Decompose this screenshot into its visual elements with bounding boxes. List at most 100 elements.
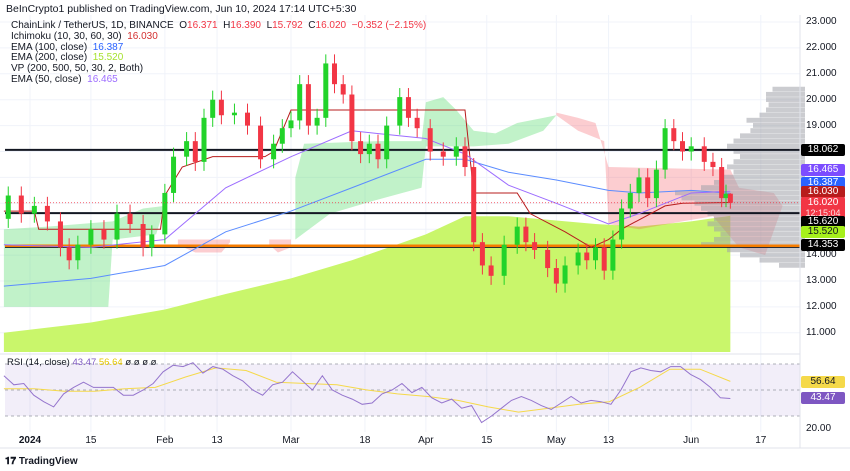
ema100-line [3,158,731,287]
candle-body [479,242,485,266]
symbol-name: ChainLink / TetherUS, 1D, BINANCE [11,20,174,31]
vp-legend[interactable]: VP (200, 500, 50, 30, 2, Both) [11,63,426,75]
volume-profile-bar [733,169,805,175]
candle-body [523,226,529,243]
published-header: BeInCrypto1 published on TradingView.com… [6,3,357,15]
high-value: 16.390 [230,20,261,31]
volume-profile-bar [740,133,805,139]
time-label: Mar [282,435,300,446]
time-label: 18 [359,435,371,446]
time-label: 15 [481,435,493,446]
price-tick: 13.000 [806,275,837,286]
candle-body [88,229,94,245]
volume-profile-bar [779,262,805,268]
candle-body [671,128,677,142]
price-tick: 12.000 [806,300,837,312]
volume-profile-bar [675,190,805,196]
candle-body [184,141,190,157]
ichimoku-value: 16.030 [127,30,158,42]
candle-body [314,117,320,126]
price-tick: 20.000 [806,93,837,105]
candle-body [719,167,725,199]
ema50-legend[interactable]: EMA (50, close) 16.465 [11,73,426,86]
volume-profile-bar [768,102,805,108]
ema100-legend[interactable]: EMA (100, close) 16.387 [11,42,426,54]
volume-profile-bar [766,97,805,102]
volume-profile-bar [759,257,805,263]
candle-body [340,84,346,95]
candle-body [501,244,507,276]
time-label: 17 [755,435,767,446]
rsi-legend[interactable]: RSI (14, close) 43.47 56.64 ø ø ø ø [7,357,156,368]
candle-body [453,146,459,157]
candle-body [101,229,107,240]
ichimoku-legend[interactable]: Ichimoku (10, 30, 60, 30) 16.030 [11,30,426,43]
candle-body [218,99,224,116]
symbol-legend[interactable]: ChainLink / TetherUS, 1D, BINANCE O16.37… [11,20,426,32]
candle-body [210,99,216,118]
rsi-value: 43.47 [72,357,97,368]
candle-body [532,242,538,250]
ichimoku-base-line [3,109,731,248]
candle-body [488,265,494,276]
rsi-ma-line [3,367,731,413]
open-label: O [179,20,188,31]
time-label: 13 [211,435,223,446]
ema50-label: EMA (50, close) [11,73,82,85]
candle-body [575,252,581,266]
candle-body [440,151,446,157]
vp-label: VP (200, 500, 50, 30, 2, Both) [11,63,144,75]
close-value: 16.020 [315,20,347,31]
candle-body [397,97,403,126]
candle-body [349,94,355,142]
candle-body [414,117,420,129]
volume-profile-bar [720,174,805,180]
price-tag-14.353: 14.353 [801,239,845,251]
volume-profile-bar [701,185,805,191]
candle-body [553,268,559,284]
candle-body [427,128,433,152]
candle-body [323,63,329,118]
price-tag-16.020: 16.020 12:15:04 [801,197,845,219]
volume-profile-bar [727,143,805,149]
candle-body [258,125,264,160]
volume-profile-bar [766,107,805,113]
candle-body [271,143,277,160]
candle-body [127,213,133,225]
candle-body [305,84,311,126]
candle-body [627,192,633,209]
rsi-ma-value: 56.64 [98,357,123,368]
low-label: L [266,20,273,31]
candle-body [723,193,729,199]
candle-body [601,247,607,271]
price-tick: 11.000 [806,326,836,338]
volume-profile-bar [681,195,805,201]
candle-body [584,252,590,261]
volume-profile-bar [714,226,805,232]
time-label: Apr [418,435,434,446]
candle-body [245,112,250,126]
volume-profile-bar [720,231,805,237]
candle-body [162,192,168,235]
low-value: 15.792 [272,20,303,31]
rsi-axis-tick: 20.00 [806,423,832,434]
candle-body [384,125,390,160]
candle-body [545,249,551,269]
close-label: C [308,20,316,31]
ema200-legend[interactable]: EMA (200, close) 15.520 [11,52,426,64]
price-tick: 19.000 [806,119,837,131]
tradingview-logo-icon: 𝟏𝟕 [5,456,19,467]
volume-profile-bar [714,216,805,222]
volume-profile-bar [740,154,805,159]
ema50-line [3,130,731,248]
candle-body [358,141,364,155]
candle-body [332,63,337,85]
chart-legend: ChainLink / TetherUS, 1D, BINANCE O16.37… [11,20,426,86]
tradingview-logo[interactable]: 𝟏𝟕 TradingView [5,456,78,467]
candle-body [149,234,155,248]
candle-body [114,213,120,240]
volume-profile-bar [701,205,805,211]
price-tag-16.465: 16.465 [801,164,845,176]
rsi-extra-values: ø ø ø ø [125,357,157,368]
